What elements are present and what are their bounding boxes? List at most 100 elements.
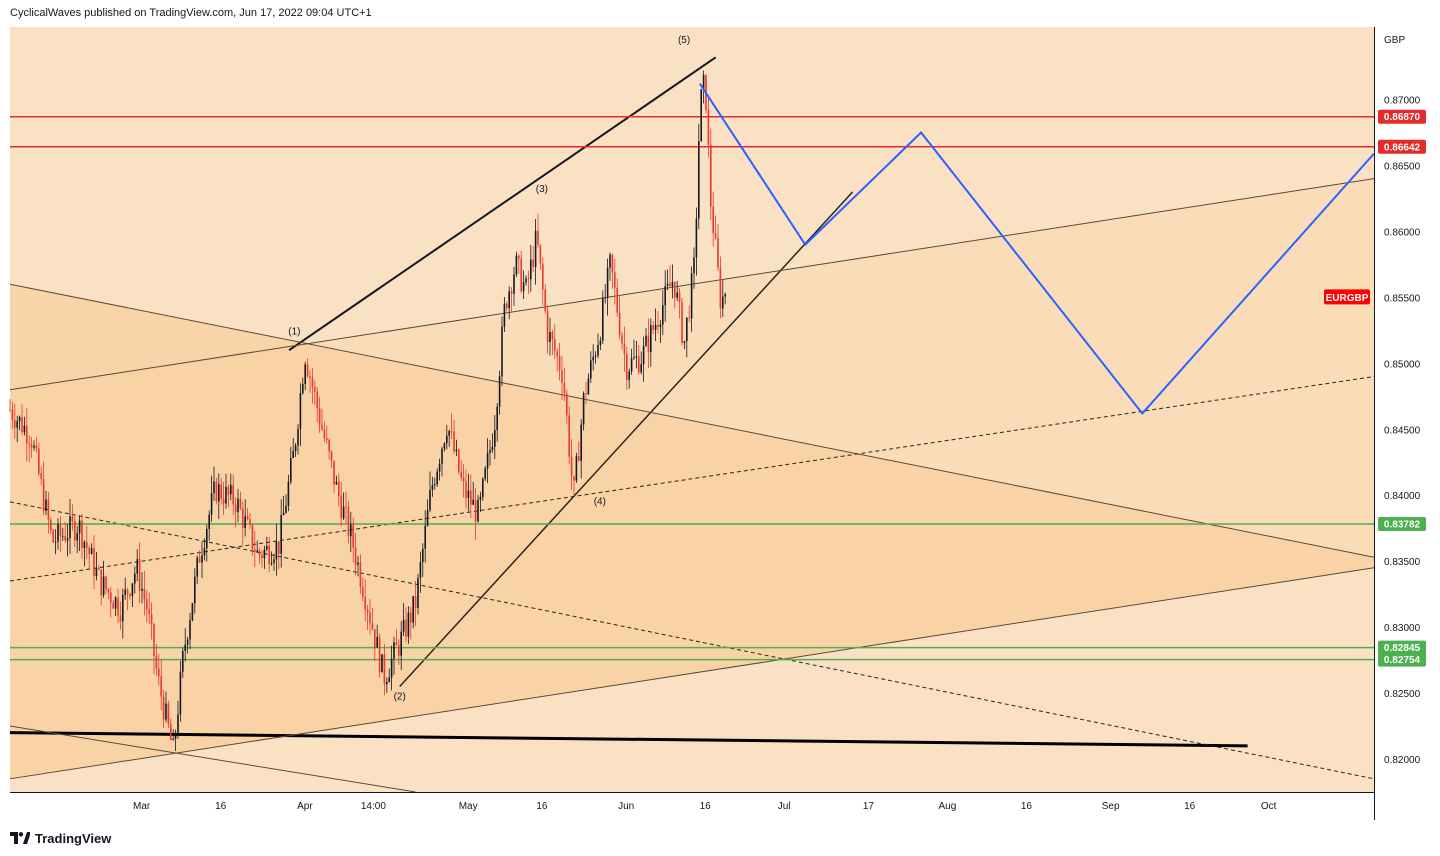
candle-body <box>191 603 194 621</box>
price-tag-label: 0.83782 <box>1384 519 1421 530</box>
candle-body <box>227 486 230 495</box>
candle-body <box>28 443 30 445</box>
time-tick-label: 17 <box>863 801 875 812</box>
candle-body <box>556 351 558 357</box>
candle-body <box>460 471 462 478</box>
candle-body <box>534 230 537 267</box>
candle-body <box>638 356 640 373</box>
candle-body <box>386 682 388 685</box>
candle-body <box>287 481 290 506</box>
candle-body <box>23 425 26 433</box>
candle-body <box>330 451 333 461</box>
candle-body <box>150 614 153 625</box>
candle-body <box>42 478 45 511</box>
candle-body <box>174 733 177 739</box>
candle-body <box>573 476 575 481</box>
candle-body <box>664 285 666 306</box>
candle-body <box>203 548 206 556</box>
candle-body <box>357 562 359 565</box>
candle-body <box>642 345 645 365</box>
candle-body <box>719 267 722 309</box>
candle-body <box>112 602 114 609</box>
candle-body <box>578 456 580 461</box>
candle-body <box>242 508 244 529</box>
publisher-header: CyclicalWaves published on TradingView.c… <box>10 7 372 19</box>
candle-body <box>162 696 165 720</box>
candle-body <box>472 499 474 505</box>
candles <box>9 70 726 751</box>
candle-body <box>561 370 563 383</box>
candle-body <box>518 255 520 259</box>
candle-body <box>722 296 724 309</box>
candle-body <box>302 384 304 394</box>
candle-body <box>618 312 621 336</box>
candle-body <box>306 364 309 376</box>
wave-labels: (1) (2) (3) (4) (5) <box>288 35 690 703</box>
price-tick-label: 0.86000 <box>1384 227 1421 238</box>
candle-body <box>350 524 352 537</box>
candle-body <box>594 355 597 357</box>
support-price-tag <box>1378 652 1426 667</box>
candle-body <box>78 520 81 534</box>
candle-body <box>390 658 393 678</box>
price-ticks: 0.87000 0.86500 0.86000 0.85500 0.85000 0.845… <box>1384 96 1421 766</box>
price-tick-label: 0.87000 <box>1384 96 1421 107</box>
candle-body <box>525 278 527 283</box>
candle-body <box>688 317 690 319</box>
candle-body <box>501 326 503 377</box>
candle-body <box>359 562 362 587</box>
candle-body <box>702 74 705 90</box>
candle-body <box>280 515 282 554</box>
candle-body <box>220 484 222 499</box>
candle-body <box>681 301 683 343</box>
candle-body <box>189 620 191 640</box>
time-tick-label: Oct <box>1261 801 1277 812</box>
candle-body <box>107 589 110 593</box>
time-tick-label: Aug <box>939 801 957 812</box>
candle-body <box>117 597 119 616</box>
falling-dashed-line <box>9 501 1375 780</box>
candle-body <box>299 393 302 429</box>
candle-body <box>609 254 611 268</box>
candle-body <box>14 419 16 428</box>
candle-body <box>155 656 158 669</box>
candle-body <box>434 484 436 486</box>
candle-body <box>419 561 422 578</box>
candle-body <box>98 567 100 570</box>
candle-body <box>177 714 179 734</box>
candle-body <box>333 460 335 485</box>
candle-body <box>640 364 642 373</box>
candle-body <box>201 555 203 563</box>
candle-body <box>129 593 131 596</box>
candle-body <box>254 549 256 553</box>
candle-body <box>621 335 623 344</box>
candle-body <box>465 481 467 499</box>
time-tick-label: Sep <box>1102 801 1120 812</box>
candle-body <box>450 431 453 432</box>
candle-body <box>294 445 297 452</box>
candle-body <box>364 597 366 610</box>
candle-body <box>249 519 251 525</box>
candle-body <box>340 496 342 519</box>
candle-body <box>21 416 23 433</box>
candle-body <box>309 375 311 378</box>
candle-body <box>74 521 76 541</box>
candle-body <box>122 594 124 622</box>
candle-body <box>635 356 638 358</box>
candle-body <box>431 484 434 490</box>
symbol-tag-label: EURGBP <box>1326 293 1369 304</box>
candle-body <box>659 324 662 328</box>
price-tag-label: 0.82845 <box>1384 643 1421 654</box>
candle-body <box>273 559 275 563</box>
candle-body <box>474 499 477 522</box>
candle-body <box>194 576 196 604</box>
candle-body <box>498 376 501 407</box>
candle-body <box>146 599 148 610</box>
candle-body <box>402 619 405 632</box>
footer-brand: TradingView <box>35 830 112 846</box>
candle-body <box>683 341 686 343</box>
lower-impulse-line <box>399 191 854 687</box>
candle-body <box>542 263 544 290</box>
time-axis-bg[interactable] <box>10 793 1374 820</box>
